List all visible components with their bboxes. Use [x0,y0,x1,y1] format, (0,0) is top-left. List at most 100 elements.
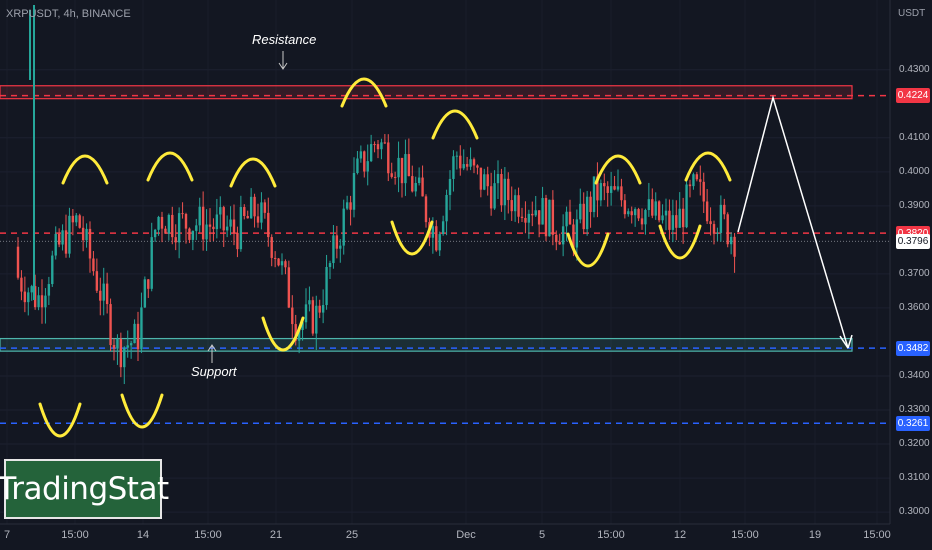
candle-body [20,277,23,292]
candle-body [198,206,201,226]
candle-body [448,178,452,195]
candle-body [191,230,195,240]
candle-body [37,295,40,308]
candle-body [273,257,277,259]
candle-body [195,225,198,231]
x-tick-label: 14 [136,529,150,541]
candle-body [123,347,126,368]
candle-body [414,182,417,192]
candle-body [383,142,387,144]
candle-body [256,216,260,223]
candle-body [246,216,249,219]
candle-body [222,207,225,231]
candle-body [555,234,558,243]
candle-body [129,343,133,346]
candle-body [688,184,692,187]
resistance-annotation: Resistance [252,32,317,47]
candle-body [143,279,147,308]
candle-body [311,300,315,334]
candle-body [126,345,129,348]
y-tick-label: 0.3300 [899,404,930,415]
projection-arrowhead [839,334,853,349]
candle-body [685,184,688,228]
candle-body [503,178,507,206]
candle-body [328,263,332,267]
candle-body [387,142,390,174]
candle-body [729,236,733,245]
candle-body [606,186,609,193]
candle-body [452,156,455,179]
candle-body [548,199,551,237]
candle-body [51,255,54,285]
candle-body [668,210,671,230]
candle-body [301,322,304,331]
candle-body [558,242,561,245]
candle-body [733,236,736,257]
y-tick-label: 0.3600 [899,301,930,313]
candle-body [712,224,716,234]
candle-body [709,221,712,225]
candle-body [112,345,116,349]
candle-body [332,235,335,264]
peak-mark [340,77,388,108]
candle-body [465,164,469,167]
candle-body [695,174,699,180]
price-label: 0.3796 [896,233,930,249]
trough-mark [390,220,434,256]
resistance-pointer [278,51,288,70]
candle-body [589,196,592,213]
candle-body [483,174,486,190]
chart-grid [0,69,890,513]
candle-body [363,151,366,172]
candle-body [534,210,537,216]
candle-body [105,283,109,305]
candle-body [284,261,287,268]
x-tick-label: 15:00 [597,529,625,541]
y-tick-label: 0.3400 [899,369,930,381]
projection-line [737,94,849,349]
candle-body [61,230,64,245]
candle-body [441,221,445,235]
candle-body [339,245,342,249]
candle-body [469,159,472,167]
candle-body [657,201,661,221]
candle-body [349,202,352,210]
candles [16,5,736,385]
x-tick-label: 12 [673,529,687,541]
price-label: 0.4224 [896,88,930,104]
y-tick-label: 0.3700 [899,267,930,279]
candle-body [603,183,606,187]
candle-body [239,207,243,250]
candle-body [671,215,675,230]
candle-body [620,186,623,201]
candle-body [654,201,657,216]
candle-body [527,213,531,223]
candle-body [366,161,369,172]
candle-body [397,157,400,178]
candle-body [630,211,633,216]
candle-body [167,214,171,234]
candle-body [640,218,644,225]
candle-body [345,202,349,209]
candle-body [407,154,411,177]
candle-body [393,176,397,178]
candle-body [30,286,33,293]
brand-logo: TradingStat [0,459,169,519]
candle-body [373,144,376,146]
candle-body [263,202,267,213]
peak-mark [229,157,277,188]
candle-body [157,216,160,230]
candle-body [644,210,647,225]
candle-body [277,258,280,266]
candle-body [325,266,328,306]
candle-body [486,174,489,187]
symbol-title: XRPUSDT, 4h, BINANCE [6,8,131,20]
candle-body [78,215,81,228]
candle-body [44,295,47,308]
x-tick-label: 7 [3,529,11,541]
candle-body [421,177,424,197]
candle-body [678,208,681,228]
candle-body [675,215,678,228]
peak-mark [431,109,479,140]
